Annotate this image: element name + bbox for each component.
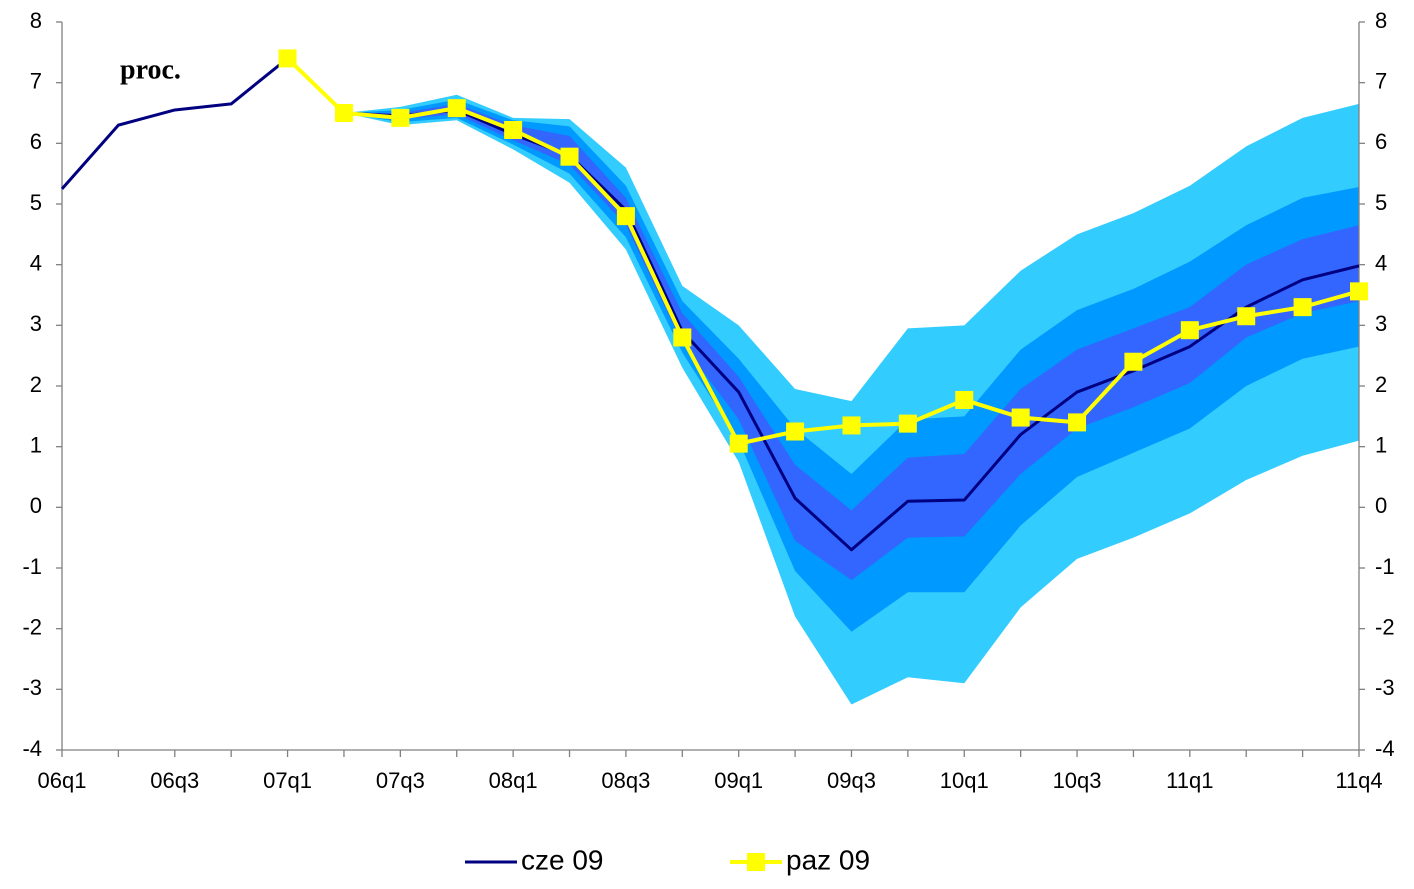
y-tick-label: 7: [30, 68, 42, 93]
y2-tick-label: 1: [1375, 432, 1387, 457]
y-tick-label: -2: [22, 614, 42, 639]
series-marker: [842, 416, 861, 435]
y-tick-label: 8: [30, 8, 42, 33]
series-marker: [1350, 282, 1368, 301]
y2-tick-label: 6: [1375, 129, 1387, 154]
series-marker: [616, 207, 635, 226]
y2-tick-label: -1: [1375, 554, 1395, 579]
series-marker: [898, 414, 917, 433]
y-tick-label: 1: [30, 432, 42, 457]
y2-tick-label: -2: [1375, 614, 1395, 639]
series-marker: [560, 147, 579, 166]
y-tick-label: -1: [22, 554, 42, 579]
y2-tick-label: 0: [1375, 493, 1387, 518]
series-marker: [729, 434, 748, 453]
y-tick-label: -4: [22, 736, 42, 761]
x-tick-label: 08q3: [601, 768, 650, 793]
x-tick-label: 07q1: [263, 768, 312, 793]
x-tick-label: 09q1: [714, 768, 763, 793]
y-tick-label: 2: [30, 372, 42, 397]
series-marker: [391, 108, 410, 127]
y-tick-label: 0: [30, 493, 42, 518]
series-marker: [1011, 408, 1030, 427]
x-tick-label: 11q1: [1166, 768, 1213, 793]
series-marker: [1180, 321, 1199, 340]
y2-tick-label: 8: [1375, 8, 1387, 33]
series-marker: [1124, 352, 1143, 371]
y2-tick-label: -4: [1375, 736, 1395, 761]
x-tick-label: 08q1: [489, 768, 538, 793]
x-tick-label: 09q3: [827, 768, 876, 793]
x-tick-label: 07q3: [376, 768, 425, 793]
series-line: [286, 56, 1360, 446]
series-marker: [673, 328, 692, 347]
x-tick-label: 11q4: [1335, 768, 1382, 793]
series-marker: [1068, 413, 1087, 432]
annotation: proc.: [120, 54, 181, 85]
legend-label: cze 09: [521, 844, 604, 875]
series-line: [60, 56, 1360, 552]
series-marker: [786, 422, 805, 441]
y-tick-label: 5: [30, 190, 42, 215]
x-tick-label: 06q3: [150, 768, 199, 793]
legend-label: paz 09: [786, 844, 870, 875]
y-tick-label: 3: [30, 311, 42, 336]
y2-tick-label: 7: [1375, 68, 1387, 93]
legend-marker: [747, 853, 765, 871]
fan-band: [343, 94, 1359, 705]
series-marker: [504, 120, 523, 139]
y2-tick-label: 3: [1375, 311, 1387, 336]
y-tick-label: 4: [30, 250, 42, 275]
series-marker: [447, 99, 466, 118]
y-tick-label: 6: [30, 129, 42, 154]
series-marker: [278, 49, 297, 68]
y2-tick-label: -3: [1375, 675, 1395, 700]
series-marker: [1293, 298, 1312, 317]
x-tick-label: 06q1: [38, 768, 87, 793]
series-marker: [334, 104, 353, 122]
fan-band: [343, 103, 1359, 581]
series-marker: [955, 390, 974, 409]
y2-tick-label: 2: [1375, 372, 1387, 397]
y2-tick-label: 4: [1375, 250, 1387, 275]
series-marker: [1237, 307, 1256, 326]
y-tick-label: -3: [22, 675, 42, 700]
x-tick-label: 10q3: [1053, 768, 1102, 793]
y2-tick-label: 5: [1375, 190, 1387, 215]
x-tick-label: 10q1: [940, 768, 989, 793]
